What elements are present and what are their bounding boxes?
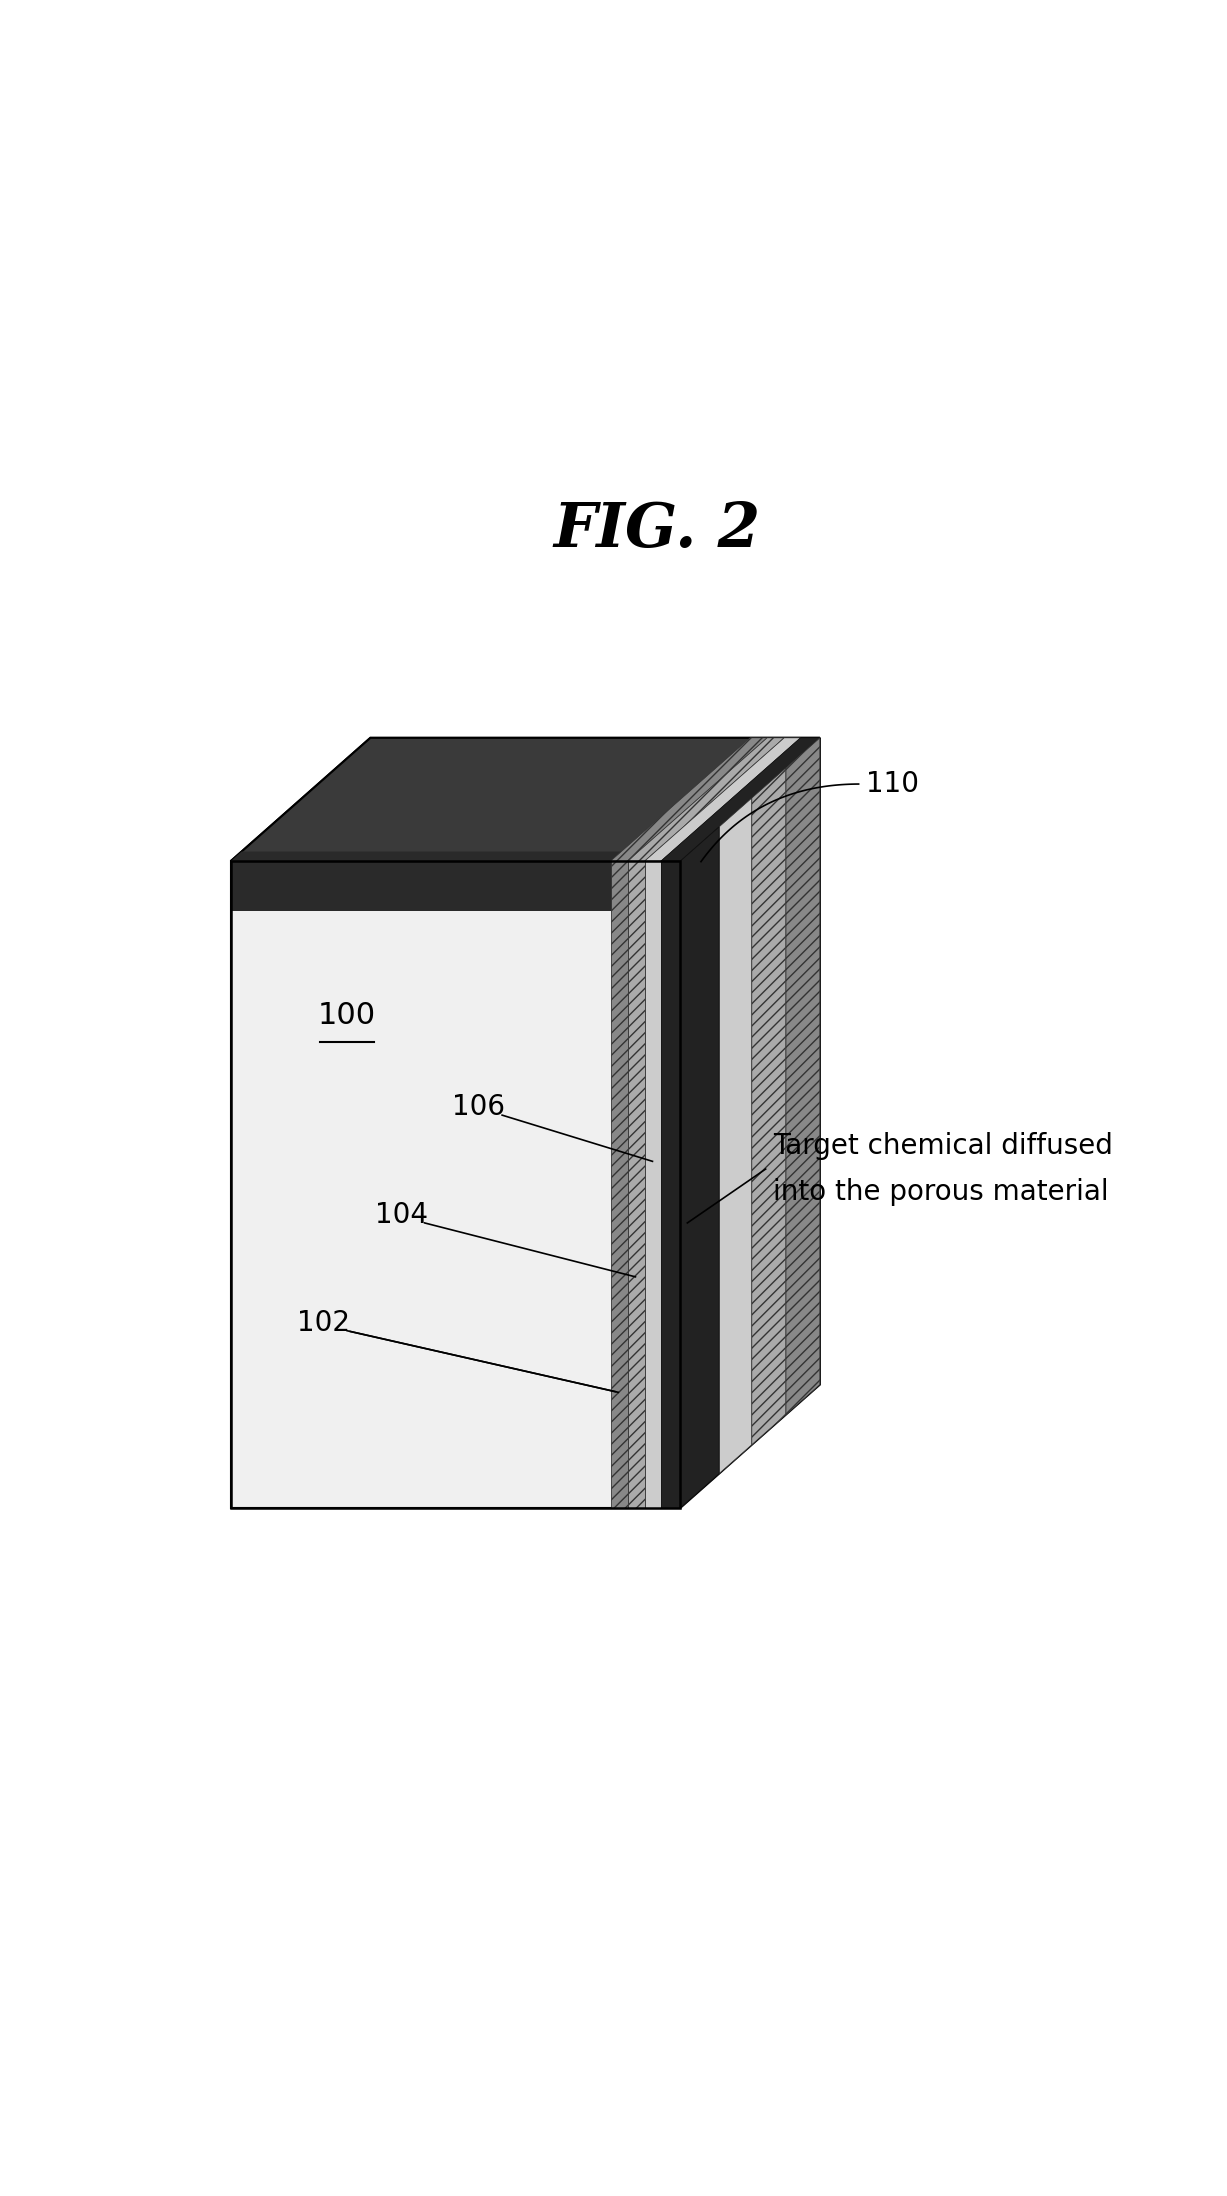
Polygon shape [628,738,784,861]
Text: into the porous material: into the porous material [773,1177,1109,1206]
Text: 106: 106 [453,1094,506,1122]
Text: 104: 104 [375,1201,428,1230]
Polygon shape [719,797,752,1474]
Polygon shape [661,738,820,861]
Polygon shape [681,828,719,1509]
Polygon shape [661,861,681,1509]
Polygon shape [785,738,820,1414]
Text: 110: 110 [866,771,919,797]
Polygon shape [752,769,785,1445]
Text: Target chemical diffused: Target chemical diffused [773,1131,1113,1159]
Polygon shape [611,738,767,861]
Polygon shape [644,738,800,861]
Polygon shape [628,861,644,1509]
Polygon shape [231,861,681,1509]
Polygon shape [611,861,628,1509]
Text: FIG. 2: FIG. 2 [553,501,761,560]
Polygon shape [644,861,661,1509]
Polygon shape [231,738,820,861]
Polygon shape [231,852,691,861]
Polygon shape [231,738,820,861]
Polygon shape [681,738,820,1509]
Polygon shape [231,861,681,911]
Text: 102: 102 [297,1309,351,1337]
Text: 100: 100 [318,1001,377,1030]
